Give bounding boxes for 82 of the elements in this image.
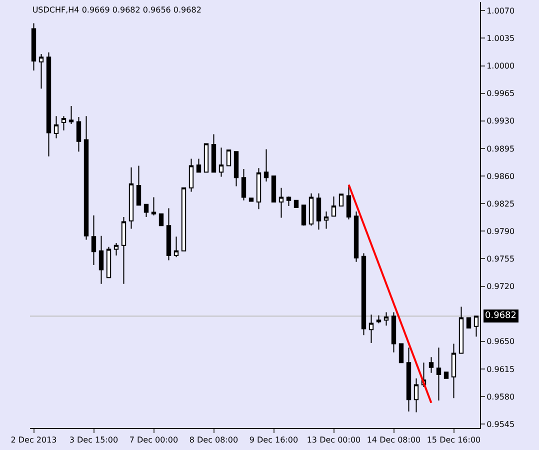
y-tick-label: 0.9825 bbox=[486, 199, 515, 208]
candlestick bbox=[54, 116, 59, 139]
candlestick bbox=[398, 343, 404, 364]
x-tick-label: 3 Dec 15:00 bbox=[69, 436, 118, 445]
candlestick bbox=[444, 372, 449, 379]
candlestick bbox=[294, 200, 299, 208]
x-tick-label: 15 Dec 16:00 bbox=[426, 436, 481, 445]
candlestick bbox=[316, 192, 322, 230]
y-tick-label: 0.9545 bbox=[486, 420, 515, 429]
candlestick bbox=[98, 235, 104, 284]
candlestick bbox=[406, 347, 412, 412]
candlestick bbox=[158, 213, 164, 226]
candlestick bbox=[121, 216, 126, 284]
candlestick bbox=[151, 196, 156, 216]
candlestick bbox=[241, 168, 246, 201]
chart-title: USDCHF,H4 0.9669 0.9682 0.9656 0.9682 bbox=[32, 5, 202, 14]
candlestick bbox=[144, 204, 149, 218]
candlestick bbox=[31, 22, 36, 72]
candlestick bbox=[166, 208, 172, 261]
candlestick bbox=[451, 343, 456, 399]
candlestick bbox=[368, 314, 374, 344]
candlestick bbox=[226, 150, 232, 166]
candlestick bbox=[354, 210, 359, 262]
x-tick-label: 13 Dec 00:00 bbox=[306, 436, 361, 445]
candlestick bbox=[338, 194, 344, 206]
candlestick bbox=[256, 168, 262, 210]
candlestick bbox=[331, 196, 336, 217]
candlestick bbox=[286, 196, 292, 206]
candlestick bbox=[466, 317, 472, 328]
candlestick bbox=[361, 252, 366, 336]
candlestick bbox=[324, 210, 329, 230]
candlestick bbox=[114, 242, 119, 256]
candlestick bbox=[376, 314, 382, 324]
y-tick-label: 0.9720 bbox=[486, 282, 515, 292]
y-tick-label: 1.0070 bbox=[486, 6, 515, 16]
candlestick bbox=[428, 356, 434, 374]
candlestick bbox=[68, 105, 74, 125]
y-tick-label: 0.9615 bbox=[486, 364, 515, 374]
candlestick bbox=[414, 378, 419, 413]
candlestick bbox=[218, 147, 224, 178]
x-tick-label: 8 Dec 08:00 bbox=[189, 436, 238, 445]
candlestick bbox=[211, 134, 216, 173]
candlestick bbox=[76, 116, 82, 152]
candlestick bbox=[264, 148, 269, 182]
candlestick bbox=[136, 165, 142, 206]
candlestick bbox=[188, 158, 194, 192]
y-tick-label: 0.9580 bbox=[486, 392, 515, 402]
y-tick-label: 0.9930 bbox=[486, 116, 515, 126]
candlestick bbox=[174, 236, 179, 258]
y-tick-label: 0.9650 bbox=[486, 337, 515, 346]
y-tick-label: 0.9965 bbox=[486, 89, 515, 98]
y-tick-label: 1.0035 bbox=[486, 34, 515, 44]
candlestick bbox=[91, 214, 96, 266]
candlestick bbox=[84, 116, 89, 240]
candlestick bbox=[278, 187, 284, 218]
candlestick bbox=[204, 143, 209, 173]
candlestick bbox=[384, 312, 389, 326]
y-tick-label: 0.9755 bbox=[486, 254, 515, 264]
candlestick bbox=[46, 52, 52, 157]
candlestick bbox=[38, 53, 44, 90]
ref-line-label: 0.9682 bbox=[485, 311, 516, 321]
candlestick bbox=[308, 192, 314, 226]
candlestick bbox=[196, 158, 202, 173]
candlestick bbox=[128, 166, 134, 230]
x-tick-label: 7 Dec 00:00 bbox=[129, 436, 178, 445]
x-tick-label: 14 Dec 08:00 bbox=[366, 436, 421, 445]
candlestick bbox=[234, 151, 239, 187]
y-tick-label: 0.9860 bbox=[486, 172, 515, 181]
y-tick-label: 0.9895 bbox=[486, 144, 515, 154]
y-tick-label: 1.0000 bbox=[486, 62, 515, 71]
candlestick bbox=[346, 184, 352, 220]
x-tick-label: 2 Dec 2013 bbox=[10, 436, 57, 445]
candlestick bbox=[271, 176, 276, 203]
candlestick bbox=[301, 204, 306, 226]
candlestick bbox=[436, 347, 442, 401]
candlestick bbox=[391, 312, 396, 353]
y-tick-label: 0.9790 bbox=[486, 226, 515, 236]
candlestick bbox=[458, 306, 464, 354]
candlestick bbox=[106, 246, 112, 278]
x-tick-label: 9 Dec 16:00 bbox=[249, 436, 298, 445]
candlestick bbox=[61, 116, 66, 131]
candlestick bbox=[181, 187, 186, 252]
